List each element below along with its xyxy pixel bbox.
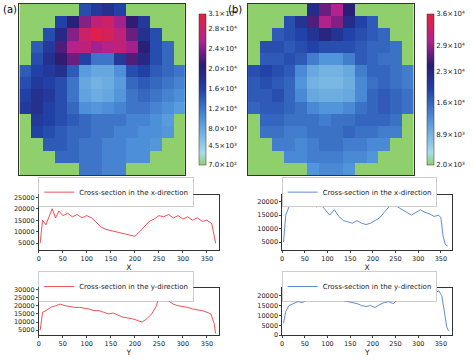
svg-text:100: 100 bbox=[321, 340, 333, 348]
svg-text:50: 50 bbox=[301, 255, 309, 263]
svg-text:25000: 25000 bbox=[14, 194, 35, 202]
svg-text:Cross-section in the x-directi: Cross-section in the x-direction bbox=[79, 189, 188, 197]
svg-text:(a): (a) bbox=[3, 4, 17, 15]
svg-text:15000: 15000 bbox=[257, 211, 278, 219]
svg-text:350: 350 bbox=[435, 340, 447, 348]
svg-text:2.8×10⁴: 2.8×10⁴ bbox=[208, 25, 237, 33]
svg-text:5000: 5000 bbox=[261, 238, 278, 246]
svg-text:Y: Y bbox=[364, 348, 370, 357]
svg-text:2.4×10⁴: 2.4×10⁴ bbox=[208, 45, 237, 53]
svg-text:100: 100 bbox=[321, 255, 333, 263]
svg-text:4.5×10³: 4.5×10³ bbox=[208, 142, 237, 150]
svg-text:350: 350 bbox=[435, 255, 447, 263]
svg-text:20000: 20000 bbox=[14, 205, 35, 213]
svg-text:50: 50 bbox=[301, 340, 309, 348]
svg-text:10000: 10000 bbox=[257, 312, 278, 320]
svg-text:2.3×10⁴: 2.3×10⁴ bbox=[436, 68, 465, 76]
svg-text:Cross-section in the y-directi: Cross-section in the y-direction bbox=[79, 283, 188, 291]
svg-text:5000: 5000 bbox=[261, 321, 278, 329]
svg-text:2.0×10⁴: 2.0×10⁴ bbox=[208, 65, 237, 73]
svg-text:15000: 15000 bbox=[257, 302, 278, 310]
svg-text:300: 300 bbox=[412, 340, 424, 348]
svg-text:300: 300 bbox=[412, 255, 424, 263]
svg-text:250: 250 bbox=[389, 255, 401, 263]
svg-text:5000: 5000 bbox=[18, 326, 35, 334]
svg-text:1.6×10⁴: 1.6×10⁴ bbox=[208, 85, 237, 93]
svg-text:0: 0 bbox=[37, 255, 41, 263]
svg-text:Cross-section in the y-directi: Cross-section in the y-direction bbox=[323, 283, 432, 291]
svg-text:5000: 5000 bbox=[18, 239, 35, 247]
svg-text:200: 200 bbox=[367, 255, 379, 263]
svg-text:250: 250 bbox=[153, 255, 165, 263]
svg-text:8.0×10³: 8.0×10³ bbox=[208, 125, 237, 133]
svg-text:30000: 30000 bbox=[14, 286, 35, 294]
svg-text:2.9×10⁴: 2.9×10⁴ bbox=[436, 42, 465, 50]
svg-text:0: 0 bbox=[274, 331, 278, 339]
svg-text:150: 150 bbox=[344, 255, 356, 263]
svg-text:50: 50 bbox=[59, 255, 67, 263]
svg-text:100: 100 bbox=[81, 340, 93, 348]
svg-text:20000: 20000 bbox=[257, 198, 278, 206]
svg-text:8.9×10³: 8.9×10³ bbox=[436, 131, 465, 139]
svg-text:Y: Y bbox=[126, 348, 132, 357]
svg-text:3.6×10⁴: 3.6×10⁴ bbox=[436, 10, 465, 18]
svg-text:X: X bbox=[126, 263, 131, 272]
svg-text:25000: 25000 bbox=[14, 294, 35, 302]
svg-text:200: 200 bbox=[129, 340, 141, 348]
svg-text:0: 0 bbox=[37, 340, 41, 348]
svg-text:350: 350 bbox=[201, 255, 213, 263]
svg-text:50: 50 bbox=[59, 340, 67, 348]
svg-text:350: 350 bbox=[201, 340, 213, 348]
svg-text:0: 0 bbox=[280, 340, 284, 348]
svg-text:300: 300 bbox=[177, 340, 189, 348]
svg-text:1.6×10⁴: 1.6×10⁴ bbox=[436, 99, 465, 107]
svg-text:10000: 10000 bbox=[14, 318, 35, 326]
svg-text:15000: 15000 bbox=[14, 216, 35, 224]
svg-text:3.1×10⁴: 3.1×10⁴ bbox=[208, 10, 237, 18]
svg-text:300: 300 bbox=[177, 255, 189, 263]
svg-text:150: 150 bbox=[105, 255, 117, 263]
svg-text:250: 250 bbox=[389, 340, 401, 348]
svg-text:1.2×10⁴: 1.2×10⁴ bbox=[208, 105, 237, 113]
svg-text:Cross-section in the x-directi: Cross-section in the x-direction bbox=[323, 189, 432, 197]
svg-text:X: X bbox=[365, 263, 370, 272]
svg-text:150: 150 bbox=[344, 340, 356, 348]
svg-text:100: 100 bbox=[81, 255, 93, 263]
svg-text:10000: 10000 bbox=[257, 225, 278, 233]
svg-text:(b): (b) bbox=[228, 4, 242, 15]
svg-text:10000: 10000 bbox=[14, 228, 35, 236]
svg-text:250: 250 bbox=[153, 340, 165, 348]
svg-text:200: 200 bbox=[367, 340, 379, 348]
svg-text:2.0×10³: 2.0×10³ bbox=[436, 161, 465, 169]
svg-text:20000: 20000 bbox=[257, 292, 278, 300]
svg-text:15000: 15000 bbox=[14, 310, 35, 318]
svg-text:150: 150 bbox=[105, 340, 117, 348]
svg-text:7.0×10²: 7.0×10² bbox=[208, 161, 237, 169]
svg-text:0: 0 bbox=[280, 255, 284, 263]
svg-text:200: 200 bbox=[129, 255, 141, 263]
svg-text:20000: 20000 bbox=[14, 302, 35, 310]
